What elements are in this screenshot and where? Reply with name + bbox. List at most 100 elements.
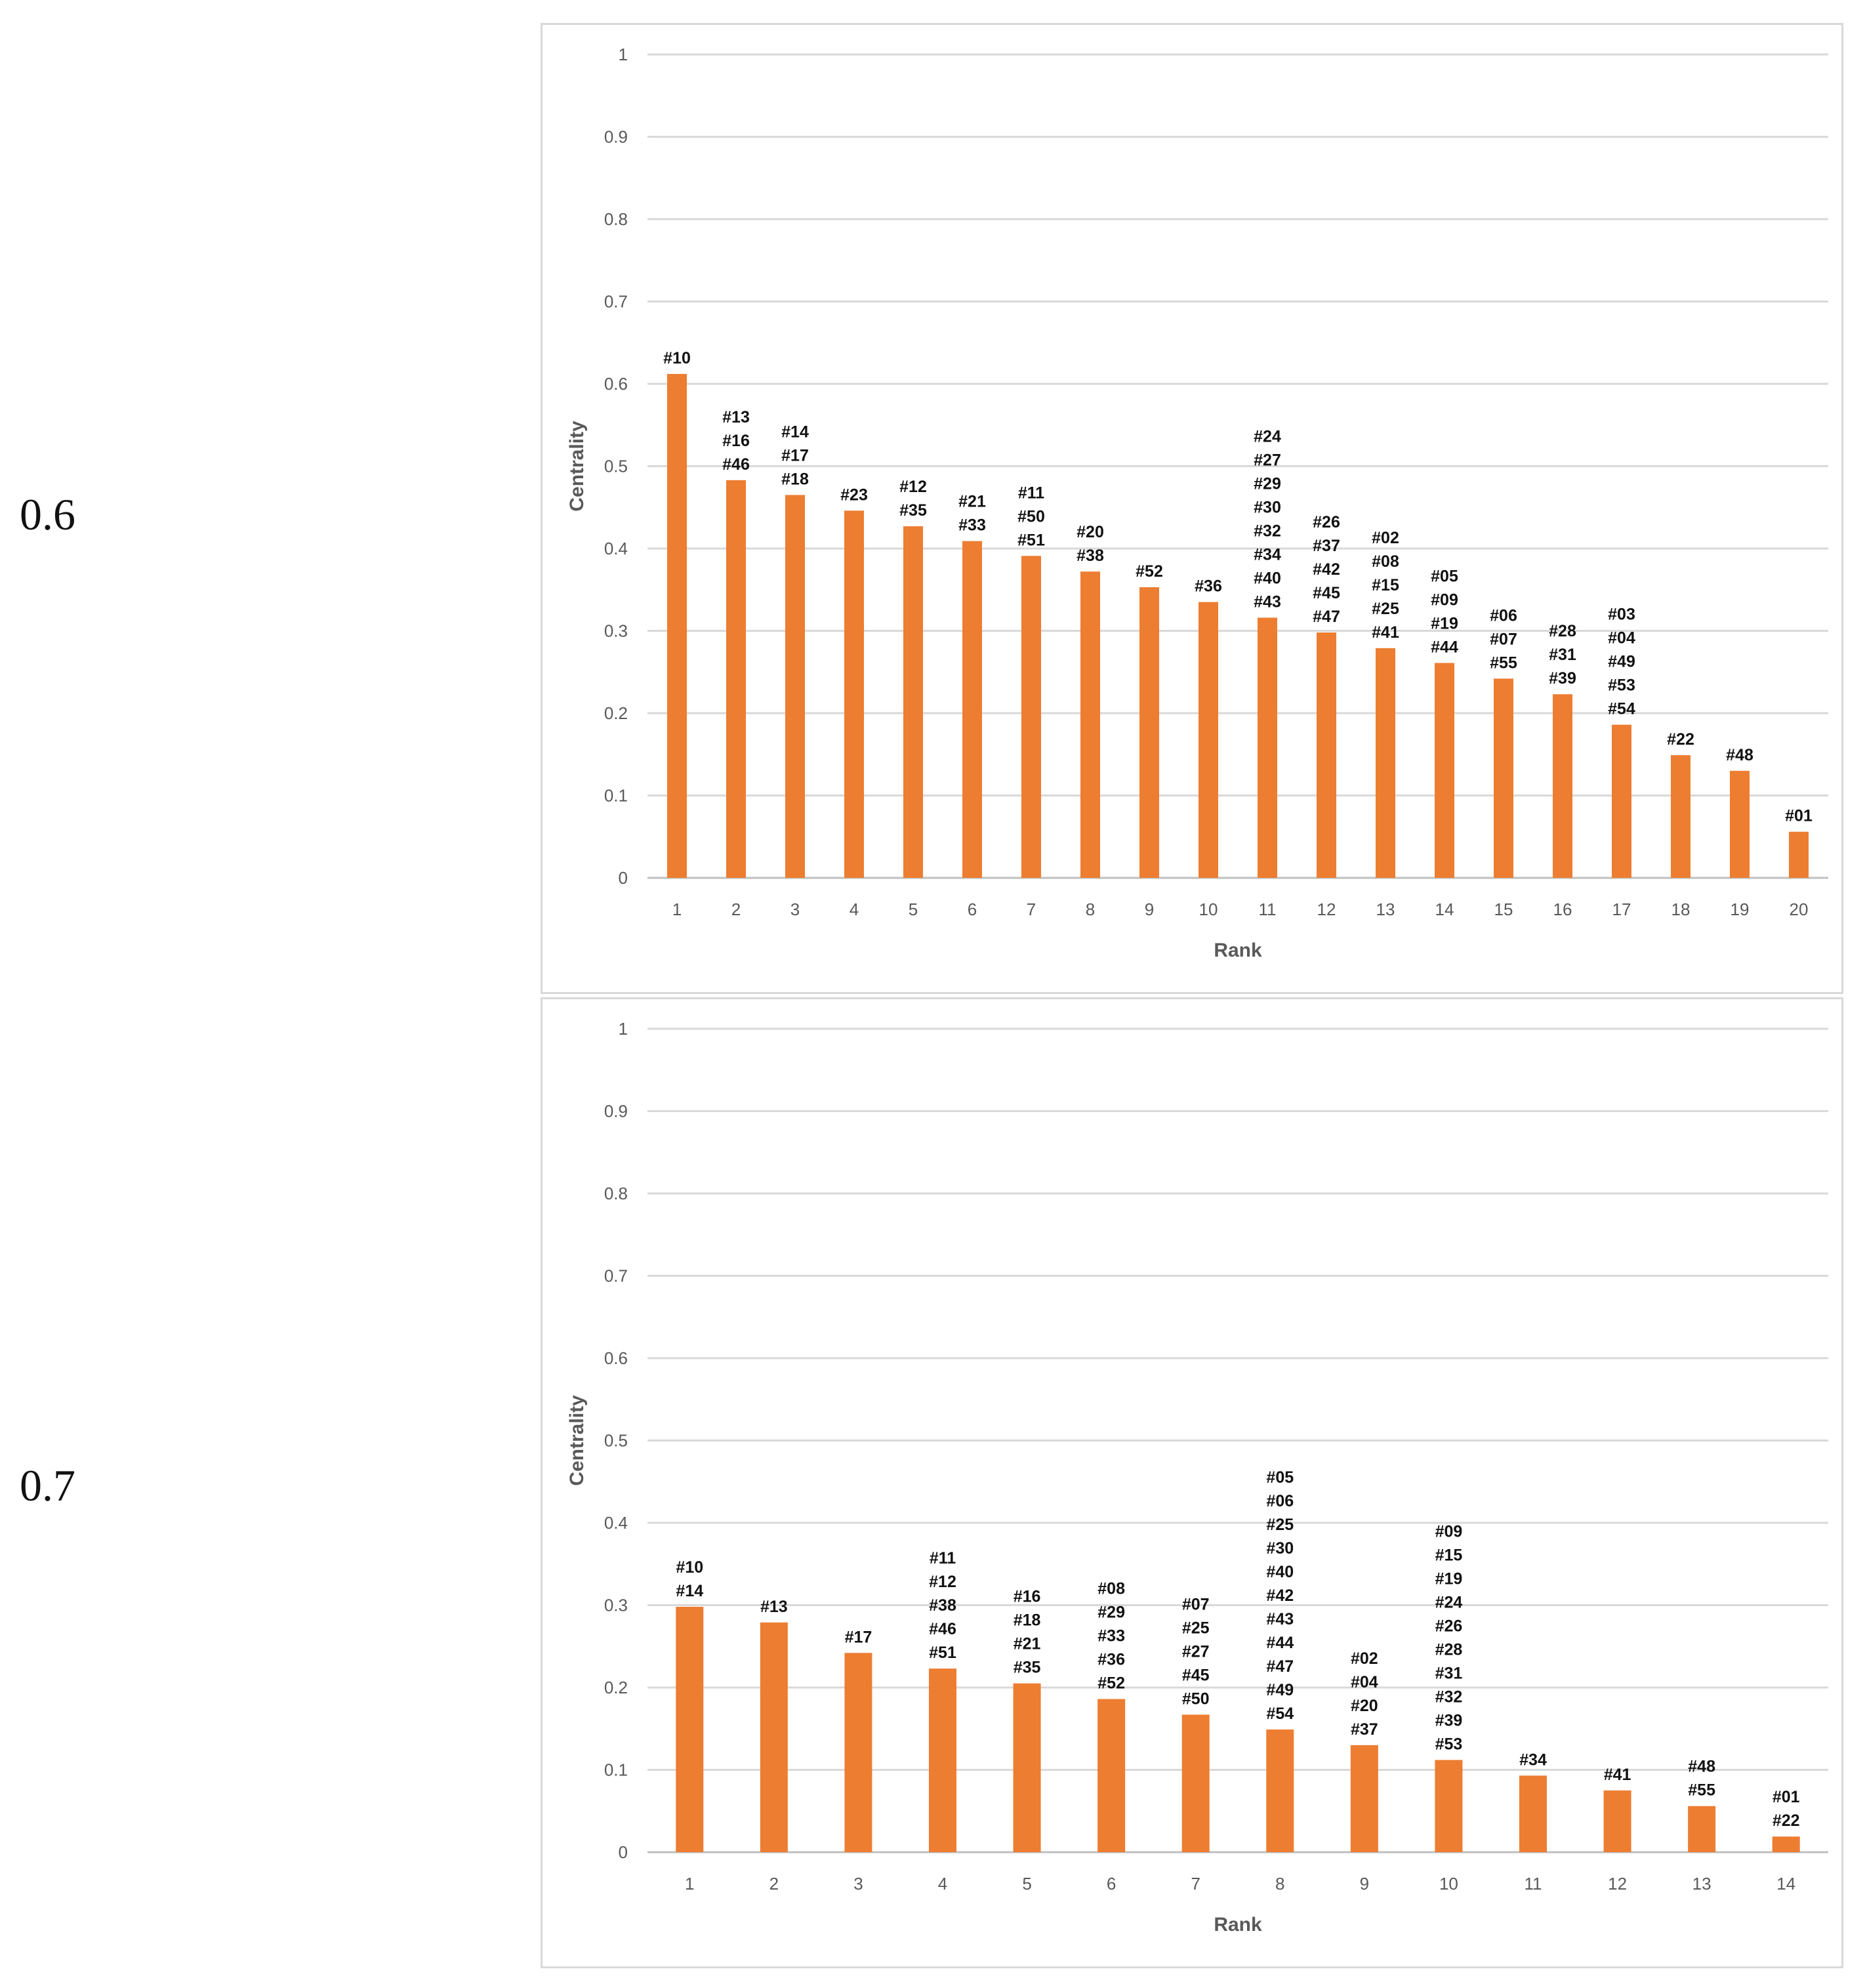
data-label: #11 [1018,484,1044,502]
data-label: #25 [1182,1619,1210,1637]
bar [1772,1836,1800,1852]
x-tick-label: 14 [1776,1874,1795,1894]
y-tick-label: 0.5 [604,1431,628,1451]
data-label: #49 [1608,653,1635,671]
bar [1350,1745,1378,1852]
data-label: #04 [1351,1673,1378,1691]
x-tick-label: 8 [1086,900,1095,919]
x-tick-label: 12 [1317,900,1336,919]
data-label: #45 [1313,584,1340,602]
y-tick-label: 0.2 [604,703,628,723]
bar [1612,724,1631,878]
data-label: #27 [1182,1642,1210,1661]
data-label: #35 [899,501,927,520]
data-label: #32 [1435,1688,1463,1706]
chart-panel-0.6: 0 0.1 0.2 0.3 0.4 0.5 0.6 0.7 0.8 0.9 1 Rank Central… [541,23,1843,994]
x-tick-label: 2 [731,900,741,919]
data-label: #43 [1266,1610,1294,1628]
data-label: #33 [958,516,986,535]
row-label-0.6: 0.6 [20,489,75,539]
data-label: #06 [1266,1492,1294,1510]
data-label: #49 [1266,1681,1294,1699]
data-label: #41 [1372,623,1399,642]
bar [1730,770,1750,878]
data-label: #28 [1549,622,1576,640]
data-label: #41 [1604,1766,1631,1784]
x-tick-label: 9 [1145,900,1154,919]
data-label: #18 [1014,1611,1041,1630]
data-label: #24 [1435,1593,1463,1611]
y-tick-label: 0.7 [604,1266,628,1286]
y-tick-label: 0.5 [604,457,628,476]
data-label: #26 [1435,1617,1463,1635]
y-tick-label: 0 [619,868,628,888]
bar [1258,617,1277,878]
y-tick-label: 0.2 [604,1678,628,1697]
data-label: #30 [1266,1539,1294,1558]
bar [1097,1699,1126,1852]
data-label: #38 [929,1596,956,1615]
x-tick-label: 10 [1439,1874,1458,1894]
data-label: #45 [1182,1666,1210,1684]
bar [1013,1683,1041,1852]
y-tick-label: 0.8 [604,209,628,229]
data-label: #02 [1351,1649,1378,1668]
data-label: #11 [930,1549,956,1567]
x-tick-label: 20 [1790,900,1809,919]
y-tick-label: 0.7 [604,292,628,312]
x-tick-label: 18 [1671,900,1691,919]
bar-chart-0.6: 0 0.1 0.2 0.3 0.4 0.5 0.6 0.7 0.8 0.9 1 Rank Central… [566,45,1828,961]
x-tick-label: 9 [1360,1874,1369,1894]
data-label: #05 [1431,567,1458,585]
x-tick-label: 5 [909,900,918,919]
bar [1603,1790,1631,1852]
data-label: #18 [781,470,809,488]
data-label: #02 [1372,529,1399,547]
data-label: #47 [1266,1657,1294,1676]
bar [1021,556,1041,878]
data-label: #33 [1097,1627,1125,1646]
data-label: #16 [1014,1588,1041,1606]
bar [726,480,746,878]
x-tick-label: 7 [1191,1874,1200,1894]
data-label: #36 [1195,577,1222,596]
data-label: #44 [1266,1634,1294,1652]
data-label: #15 [1372,576,1399,594]
bar [1688,1806,1716,1852]
data-label: #19 [1431,614,1458,632]
x-tick-label: 2 [769,1874,779,1894]
data-label: #25 [1372,600,1399,618]
data-label: #01 [1773,1788,1800,1806]
x-tick-label: 14 [1435,900,1454,919]
data-label: #32 [1254,522,1281,540]
data-label: #17 [845,1628,872,1646]
data-label: #54 [1266,1705,1294,1723]
bar [844,510,864,878]
x-axis-title: Rank [1214,1914,1262,1936]
data-label: #15 [1435,1546,1463,1564]
data-label: #34 [1519,1750,1547,1769]
data-label: #37 [1351,1720,1378,1739]
data-label: #21 [1014,1635,1041,1653]
data-label: #50 [1182,1689,1210,1708]
x-tick-label: 1 [685,1874,694,1894]
data-label: #20 [1351,1697,1378,1715]
data-label: #16 [722,432,750,450]
bar [929,1668,956,1852]
data-label: #27 [1254,451,1281,469]
data-label: #40 [1266,1563,1294,1581]
x-tick-label: 3 [790,900,800,919]
data-label: #06 [1490,606,1517,625]
x-tick-label: 15 [1494,900,1513,919]
data-label: #31 [1549,646,1576,664]
x-tick-label: 4 [938,1874,947,1894]
x-tick-label: 8 [1275,1874,1284,1894]
bar [1789,831,1809,878]
data-label: #42 [1313,560,1340,579]
x-tick-label: 11 [1525,1874,1542,1894]
data-label: #22 [1667,730,1694,749]
x-tick-label: 13 [1376,900,1395,919]
data-label: #46 [929,1620,956,1638]
data-label: #54 [1608,700,1635,718]
bar [1435,1760,1463,1852]
